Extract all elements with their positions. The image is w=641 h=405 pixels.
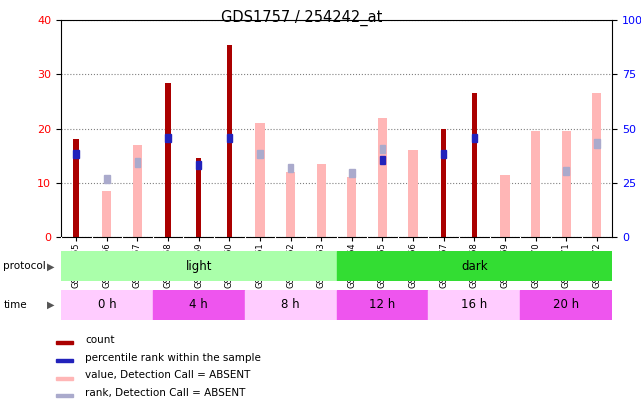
Bar: [378, 118, 387, 237]
Bar: [56, 341, 72, 344]
Bar: [226, 45, 232, 237]
Bar: [472, 134, 477, 142]
Bar: [153, 290, 245, 320]
Bar: [255, 123, 265, 237]
Bar: [74, 150, 79, 158]
Text: 20 h: 20 h: [553, 298, 579, 311]
Text: 8 h: 8 h: [281, 298, 300, 311]
Bar: [472, 94, 477, 237]
Text: ▶: ▶: [47, 300, 54, 310]
Text: 0 h: 0 h: [97, 298, 116, 311]
Bar: [104, 175, 110, 183]
Bar: [531, 131, 540, 237]
Bar: [61, 251, 337, 281]
Text: 12 h: 12 h: [369, 298, 395, 311]
Bar: [520, 290, 612, 320]
Bar: [61, 290, 153, 320]
Bar: [428, 290, 520, 320]
Bar: [56, 394, 72, 397]
Bar: [135, 158, 140, 166]
Bar: [196, 161, 201, 169]
Bar: [592, 94, 601, 237]
Bar: [562, 131, 570, 237]
Text: ▶: ▶: [47, 261, 54, 271]
Bar: [56, 359, 72, 362]
Bar: [337, 251, 612, 281]
Bar: [347, 177, 356, 237]
Bar: [349, 169, 354, 177]
Bar: [379, 156, 385, 164]
Bar: [103, 191, 112, 237]
Bar: [563, 166, 569, 175]
Bar: [196, 158, 201, 237]
Text: percentile rank within the sample: percentile rank within the sample: [85, 353, 261, 363]
Bar: [288, 164, 294, 172]
Text: dark: dark: [461, 260, 488, 273]
Bar: [408, 150, 418, 237]
Text: count: count: [85, 335, 115, 345]
Bar: [441, 150, 447, 158]
Bar: [337, 290, 428, 320]
Bar: [379, 145, 385, 153]
Bar: [286, 172, 295, 237]
Bar: [257, 150, 263, 158]
Text: time: time: [3, 300, 27, 310]
Text: value, Detection Call = ABSENT: value, Detection Call = ABSENT: [85, 371, 251, 380]
Bar: [501, 175, 510, 237]
Bar: [165, 83, 171, 237]
Text: light: light: [185, 260, 212, 273]
Bar: [317, 164, 326, 237]
Bar: [165, 134, 171, 142]
Bar: [74, 139, 79, 237]
Bar: [245, 290, 337, 320]
Text: protocol: protocol: [3, 261, 46, 271]
Text: 16 h: 16 h: [462, 298, 487, 311]
Text: 4 h: 4 h: [189, 298, 208, 311]
Bar: [133, 145, 142, 237]
Bar: [226, 134, 232, 142]
Text: GDS1757 / 254242_at: GDS1757 / 254242_at: [221, 10, 382, 26]
Text: rank, Detection Call = ABSENT: rank, Detection Call = ABSENT: [85, 388, 246, 398]
Bar: [441, 129, 447, 237]
Bar: [594, 139, 599, 147]
Bar: [56, 377, 72, 380]
